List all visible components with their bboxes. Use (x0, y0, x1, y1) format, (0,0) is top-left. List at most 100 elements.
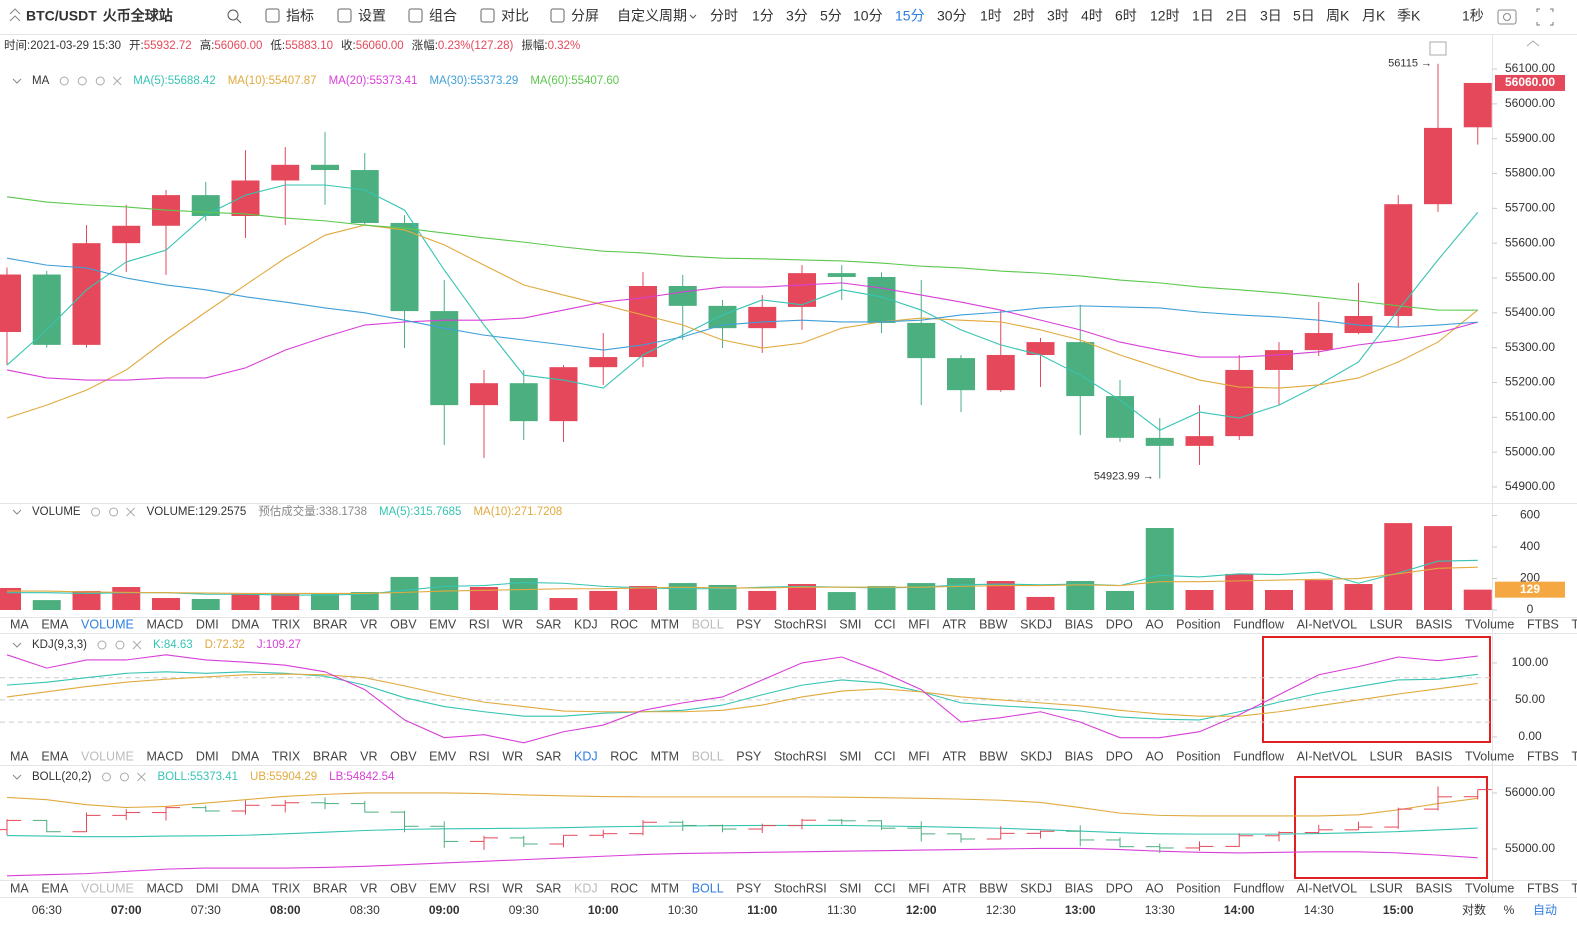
indicator-tab[interactable]: BRAR (313, 881, 348, 895)
indicator-tab[interactable]: VOLUME (81, 749, 134, 763)
indicator-tab[interactable]: StochRSI (774, 617, 827, 631)
indicator-tab[interactable]: FTBS (1527, 617, 1559, 631)
indicator-tab[interactable]: EMA (41, 617, 69, 631)
indicator-tab[interactable]: DMA (231, 749, 259, 763)
tool-button[interactable]: 设置 (358, 8, 386, 24)
indicator-tab[interactable]: RSI (469, 881, 490, 895)
indicator-tab[interactable]: SKDJ (1020, 749, 1052, 763)
period-button[interactable]: 5日 (1293, 8, 1315, 24)
indicator-tab[interactable]: VR (360, 881, 377, 895)
indicator-tab[interactable]: BBW (979, 749, 1008, 763)
period-button[interactable]: 6时 (1115, 8, 1137, 24)
legend-icon[interactable] (97, 640, 107, 650)
indicator-tab[interactable]: EMV (429, 617, 457, 631)
indicator-tab[interactable]: LSUR (1370, 617, 1403, 631)
indicator-tab[interactable]: SAR (536, 749, 562, 763)
indicator-tab[interactable]: BIAS (1065, 617, 1094, 631)
camera-icon[interactable] (1497, 9, 1517, 25)
indicator-tab[interactable]: BBW (979, 881, 1008, 895)
indicator-tab[interactable]: MTM (651, 617, 679, 631)
period-button[interactable]: 周K (1326, 8, 1350, 24)
indicator-tab[interactable]: DPO (1106, 881, 1133, 895)
indicator-tab[interactable]: AO (1146, 881, 1164, 895)
indicator-tab[interactable]: AO (1146, 617, 1164, 631)
indicator-tab[interactable]: ROC (610, 749, 638, 763)
axis-option[interactable]: % (1504, 903, 1515, 917)
indicator-tab[interactable]: BBW (979, 617, 1008, 631)
indicator-tab[interactable]: BIAS (1065, 881, 1094, 895)
tool-button[interactable]: 分屏 (571, 8, 599, 24)
indicator-tab[interactable]: MFI (908, 881, 930, 895)
indicator-tab[interactable]: BOLL (692, 617, 724, 631)
tool-button[interactable]: 指标 (286, 8, 314, 24)
indicator-tab[interactable]: SAR (536, 617, 562, 631)
indicator-tab[interactable]: BOLL (692, 749, 724, 763)
period-button[interactable]: 12时 (1150, 8, 1180, 24)
indicator-tab[interactable]: EMV (429, 881, 457, 895)
indicator-tab[interactable]: VOLUME (81, 617, 134, 631)
indicator-tab[interactable]: TRIX (272, 749, 301, 763)
indicator-tab[interactable]: DPO (1106, 749, 1133, 763)
indicator-tab[interactable]: VR (360, 617, 377, 631)
indicator-tab[interactable]: DPO (1106, 617, 1133, 631)
indicator-tab[interactable]: CCI (874, 881, 896, 895)
legend-icon[interactable] (59, 76, 69, 86)
indicator-tab[interactable]: SMI (839, 749, 861, 763)
indicator-tab[interactable]: MA (10, 617, 29, 631)
indicator-tab[interactable]: SKDJ (1020, 881, 1052, 895)
period-button[interactable]: 分时 (710, 8, 738, 24)
period-button[interactable]: 3日 (1260, 8, 1282, 24)
collapse-icon[interactable] (1526, 40, 1540, 47)
indicator-tab[interactable]: Position (1176, 749, 1221, 763)
indicator-tab[interactable]: DMI (196, 749, 219, 763)
period-button[interactable]: 1日 (1192, 8, 1214, 24)
indicator-tab[interactable]: TTSI (1571, 617, 1577, 631)
legend-icon[interactable] (101, 772, 111, 782)
indicator-tab[interactable]: TTSI (1571, 749, 1577, 763)
refresh-rate[interactable]: 1秒 (1462, 8, 1484, 24)
indicator-tab[interactable]: SMI (839, 617, 861, 631)
fullscreen-icon[interactable] (1536, 8, 1554, 26)
indicator-tab[interactable]: MACD (146, 749, 183, 763)
period-button[interactable]: 季K (1397, 8, 1421, 24)
close-icon[interactable] (137, 772, 146, 782)
indicator-tab[interactable]: ROC (610, 881, 638, 895)
indicator-tab[interactable]: ATR (942, 617, 966, 631)
period-button[interactable]: 3时 (1047, 8, 1069, 24)
indicator-tab[interactable]: OBV (390, 881, 417, 895)
indicator-tab[interactable]: WR (502, 881, 523, 895)
indicator-tab[interactable]: RSI (469, 617, 490, 631)
indicator-tab[interactable]: MTM (651, 881, 679, 895)
indicator-tab[interactable]: BRAR (313, 749, 348, 763)
period-button[interactable]: 5分 (820, 8, 842, 24)
indicator-tab[interactable]: ATR (942, 881, 966, 895)
period-button[interactable]: 2时 (1013, 8, 1035, 24)
indicator-tab[interactable]: PSY (736, 881, 762, 895)
indicator-tab[interactable]: MA (10, 881, 29, 895)
legend-icon[interactable] (95, 76, 105, 86)
legend-icon[interactable] (91, 507, 101, 517)
indicator-tab[interactable]: MTM (651, 749, 679, 763)
indicator-tab[interactable]: VOLUME (81, 881, 134, 895)
indicator-tab[interactable]: Position (1176, 881, 1221, 895)
indicator-tab[interactable]: BIAS (1065, 749, 1094, 763)
indicator-tab[interactable]: AI-NetVOL (1297, 749, 1357, 763)
indicator-tab[interactable]: AI-NetVOL (1297, 617, 1357, 631)
indicator-tab[interactable]: TVolume (1465, 617, 1514, 631)
indicator-tab[interactable]: SAR (536, 881, 562, 895)
indicator-tab[interactable]: BASIS (1416, 881, 1453, 895)
close-icon[interactable] (132, 640, 142, 650)
search-icon[interactable] (227, 9, 239, 21)
indicator-tab[interactable]: FTBS (1527, 881, 1559, 895)
indicator-tab[interactable]: PSY (736, 617, 762, 631)
indicator-tab[interactable]: Fundflow (1233, 749, 1285, 763)
indicator-tab[interactable]: SKDJ (1020, 617, 1052, 631)
legend-icon[interactable] (115, 640, 125, 650)
close-icon[interactable] (126, 507, 135, 517)
indicator-tab[interactable]: BOLL (692, 881, 724, 895)
indicator-tab[interactable]: DMI (196, 617, 219, 631)
period-button[interactable]: 4时 (1081, 8, 1103, 24)
axis-option[interactable]: 自动 (1533, 903, 1557, 917)
period-button[interactable]: 1时 (980, 8, 1002, 24)
indicator-tab[interactable]: AI-NetVOL (1297, 881, 1357, 895)
